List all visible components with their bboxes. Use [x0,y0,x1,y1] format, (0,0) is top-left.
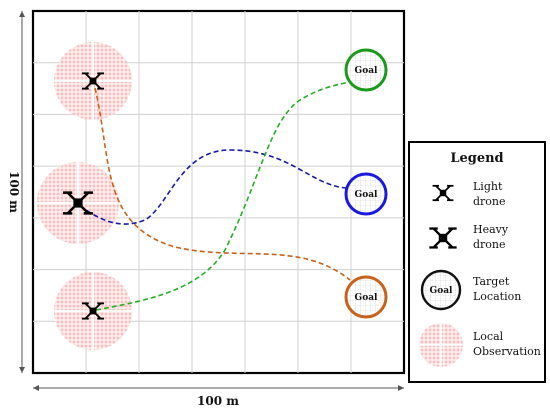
drone-path [94,87,351,281]
goal-label: Goal [355,293,379,303]
legend-label: Target [473,275,510,288]
goal-marker [420,269,462,311]
x-axis-dimension: 100 m [33,385,404,408]
legend-label: Location [473,290,521,303]
legend-title: Legend [450,151,503,166]
legend-label: Heavy [473,223,509,236]
y-axis-label: 100 m [7,171,21,213]
goal-label: Goal [355,190,379,200]
goal-marker: Goal [344,275,388,319]
drone-path [95,81,351,311]
x-axis-label: 100 m [197,394,239,408]
goal-marker: Goal [344,172,388,216]
legend-label: drone [473,195,506,208]
drone-path [79,149,347,225]
legend-label: Local [473,330,504,343]
legend-label: Light [473,180,503,193]
legend-label: Observation [473,345,541,358]
observation-zone [419,323,463,367]
legend-label: drone [473,238,506,251]
goal-marker: Goal [344,48,388,92]
legend: Legend Light drone Heavy drone Goal Targ… [408,141,546,383]
goal-label: Goal [355,66,379,76]
goal-label: Goal [430,286,454,296]
y-axis-dimension: 100 m [7,11,25,373]
